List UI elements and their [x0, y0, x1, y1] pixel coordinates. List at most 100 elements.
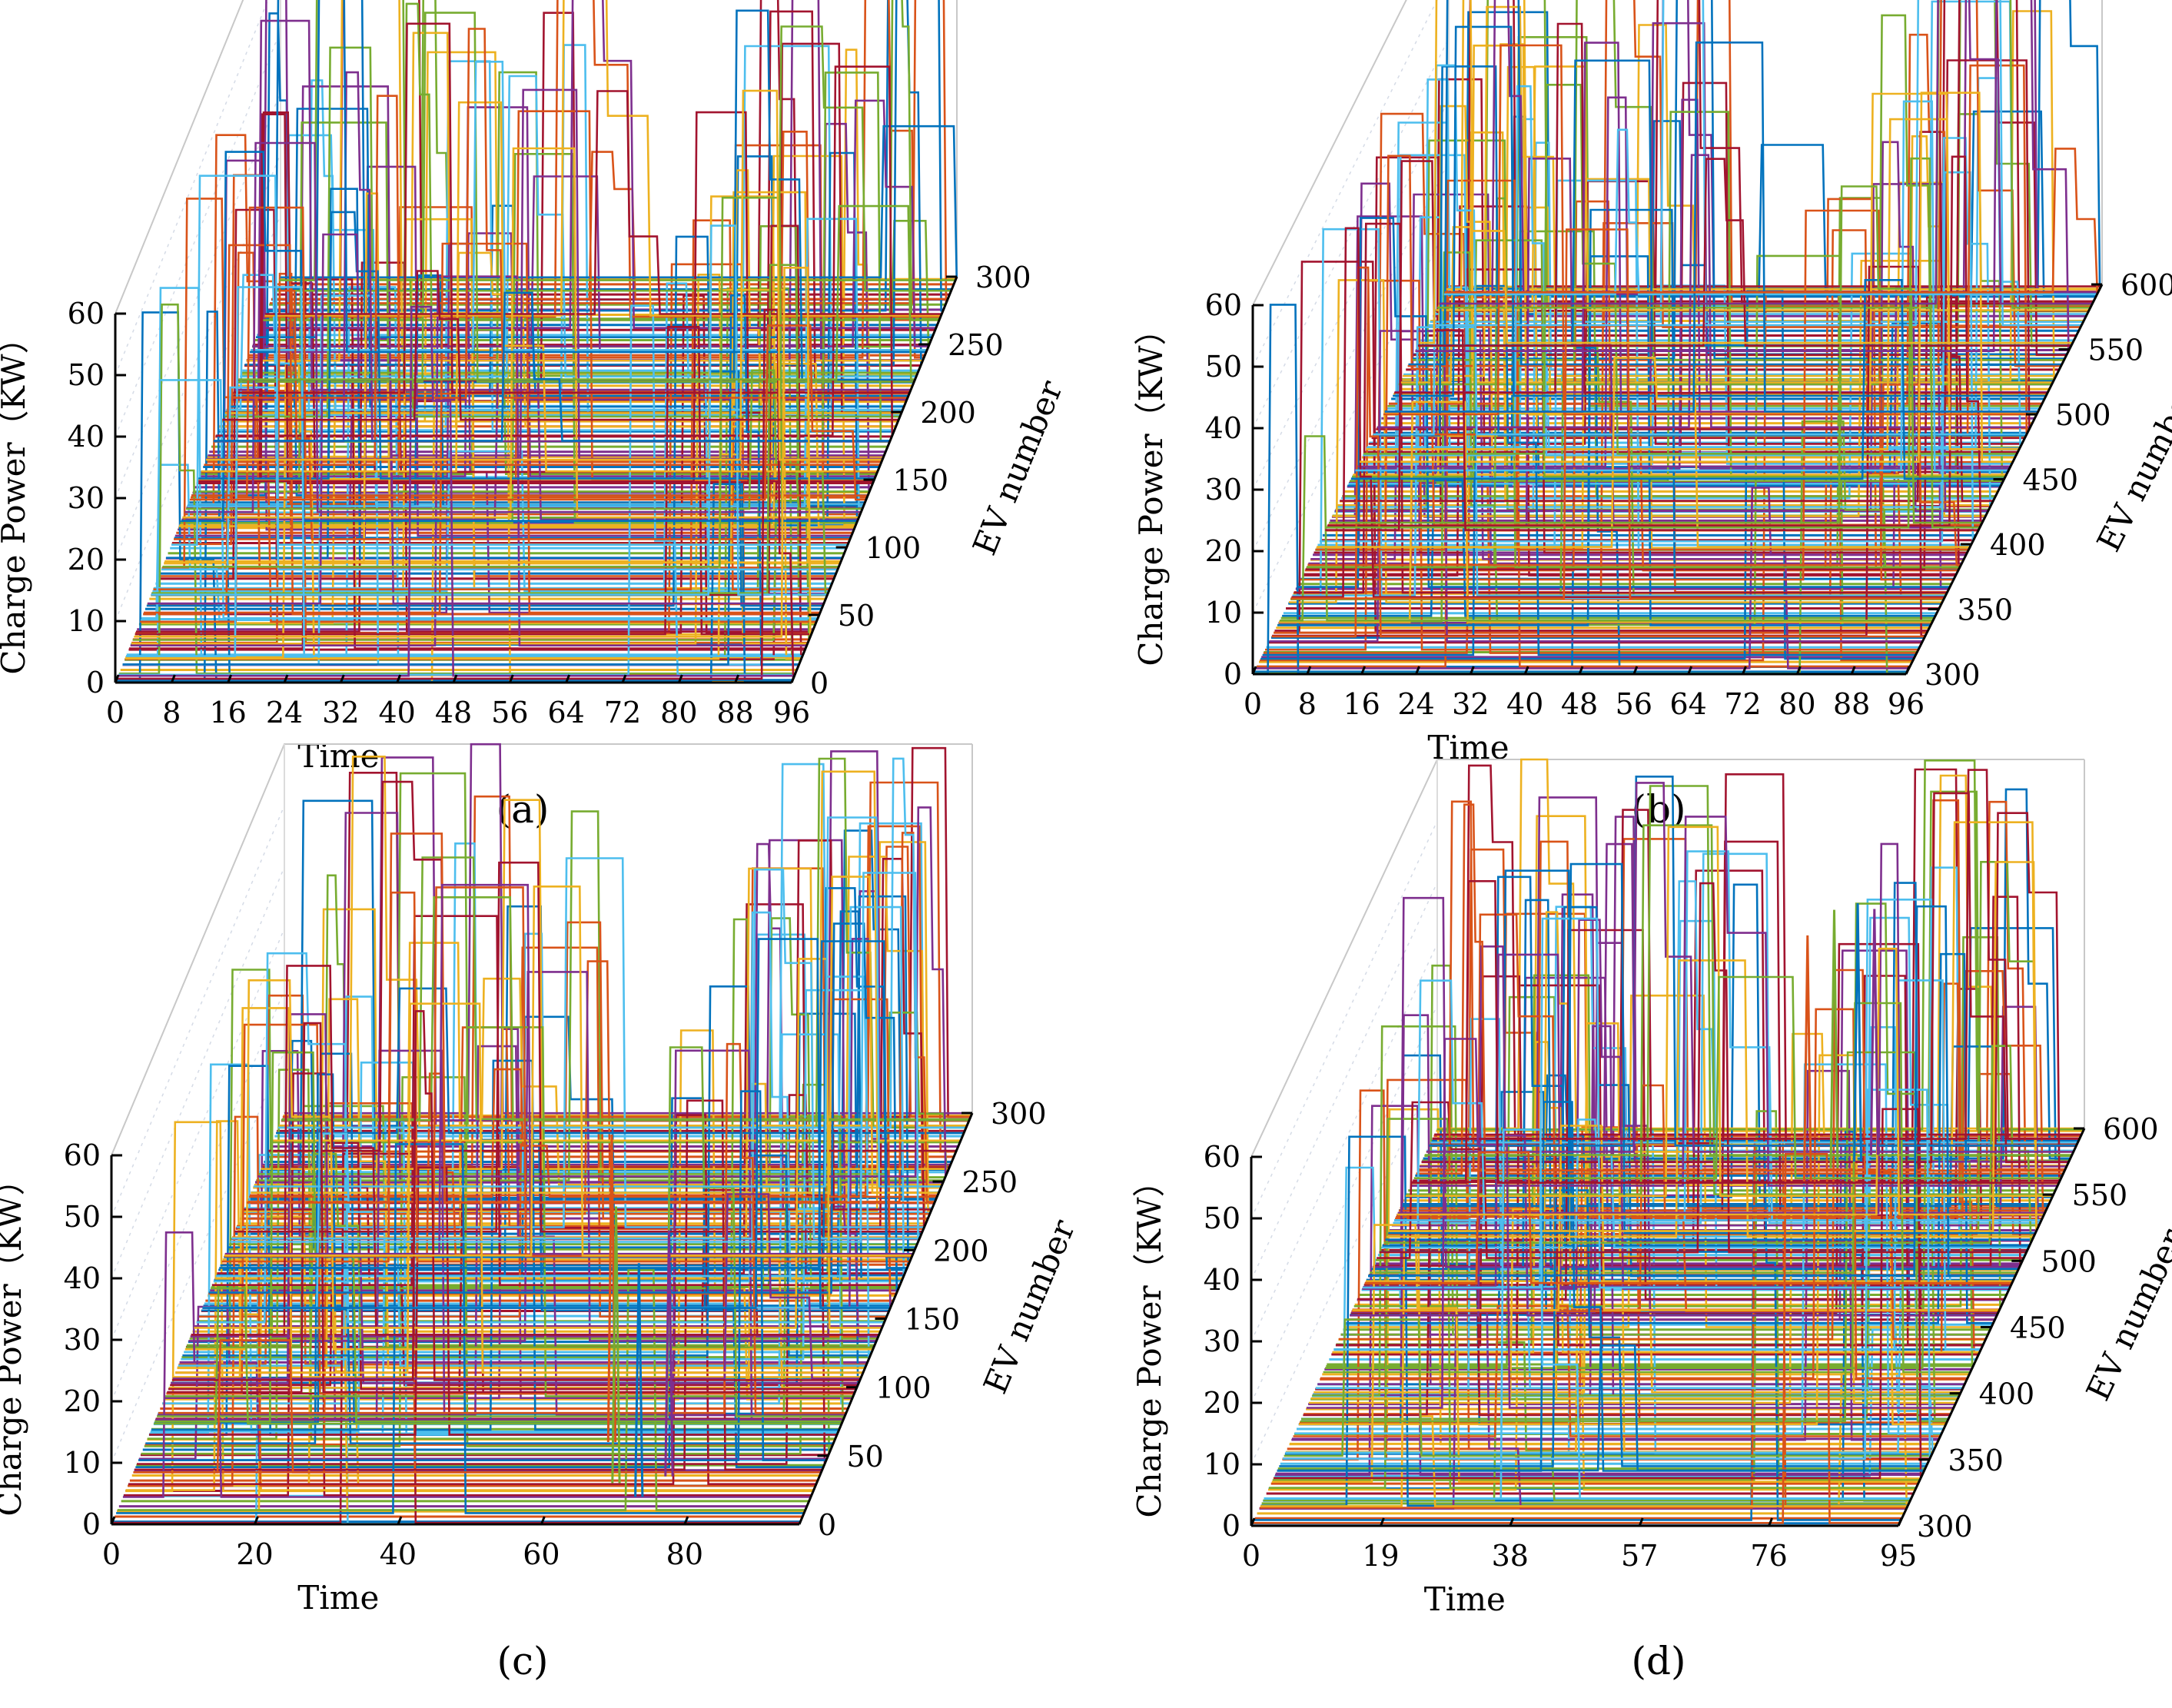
ev-charge-trace	[1424, 785, 2072, 1156]
ev-charge-trace	[250, 175, 927, 354]
y-tick-label: 60	[68, 297, 105, 331]
charge-traces	[115, 0, 958, 683]
x-tick-mark	[1687, 666, 1693, 675]
y-axis-title: Charge Power（KW）	[0, 321, 32, 674]
x-axis-title: Time	[1427, 729, 1509, 766]
ev-charge-trace	[230, 872, 919, 1243]
ev-charge-trace	[1445, 0, 2099, 294]
x-axis-title: Time	[297, 1579, 379, 1617]
ev-charge-trace	[1269, 330, 1923, 643]
ev-charge-trace	[236, 857, 925, 1228]
ev-charge-trace	[238, 204, 915, 380]
ev-charge-trace	[234, 19, 912, 391]
ev-charge-trace	[125, 288, 802, 660]
x-tick-mark	[790, 674, 796, 683]
ev-charge-trace	[237, 12, 915, 383]
x-tick-label: 8	[162, 696, 181, 729]
ev-charge-trace	[1417, 158, 2071, 347]
gridline-wall	[1252, 0, 1438, 367]
z-tick-label: 600	[2103, 1112, 2159, 1146]
ev-charge-trace	[1272, 265, 1926, 637]
x-tick-mark	[396, 674, 402, 683]
isolated-spike	[1829, 909, 1839, 1168]
ev-charge-trace	[1359, 91, 2013, 464]
ev-charge-trace	[1263, 1341, 1911, 1502]
z-tick-label: 500	[2055, 398, 2111, 432]
ev-charge-trace	[1366, 118, 2020, 450]
x-tick-mark	[1509, 1517, 1515, 1527]
gridline-wall	[111, 928, 285, 1341]
ev-charge-trace	[1256, 347, 1910, 668]
z-tick-label: 300	[1917, 1510, 1973, 1544]
ev-charge-trace	[1280, 435, 1934, 622]
x-tick-label: 96	[1888, 687, 1925, 721]
ev-charge-trace	[276, 987, 965, 1135]
ev-charge-trace	[1290, 228, 1945, 600]
z-tick-label: 250	[948, 328, 1004, 362]
ev-charge-trace	[1405, 826, 2053, 1198]
axes-box	[111, 743, 973, 1464]
x-tick-mark	[1578, 666, 1584, 675]
charge-traces	[111, 743, 972, 1525]
ev-charge-trace	[1410, 0, 2064, 361]
ev-charge-trace	[1397, 947, 2044, 1216]
x-tick-label: 57	[1621, 1539, 1658, 1573]
ev-charge-trace	[151, 264, 829, 594]
y-tick-label: 40	[1204, 1263, 1240, 1297]
y-tick-label: 0	[86, 666, 105, 699]
z-tick-label: 300	[975, 261, 1031, 294]
y-axis-title: Charge Power（KW）	[1131, 1165, 1168, 1517]
ev-charge-trace	[1290, 341, 1945, 600]
ev-charge-trace	[1437, 758, 2084, 1130]
x-tick-mark	[1469, 666, 1475, 675]
x-tick-label: 48	[435, 696, 472, 729]
z-tick-label: 300	[1925, 658, 1981, 692]
x-tick-mark	[734, 674, 740, 683]
ev-charge-trace	[278, 757, 966, 1129]
y-tick-label: 0	[1224, 657, 1242, 691]
z-tick-label: 500	[2041, 1244, 2097, 1278]
y-tick-label: 40	[64, 1261, 101, 1295]
ev-charge-trace	[259, 0, 936, 330]
ev-charge-trace	[264, 0, 941, 318]
y-tick-label: 40	[1205, 411, 1242, 445]
gridline-wall	[1250, 820, 1438, 1219]
ev-charge-trace	[171, 174, 848, 547]
ev-charge-trace	[218, 60, 895, 432]
charge-traces	[1252, 758, 2084, 1524]
x-tick-mark	[1360, 666, 1367, 675]
ev-charge-trace	[1432, 769, 2080, 1140]
ev-charge-trace	[1391, 1005, 2039, 1227]
ev-charge-trace	[155, 1049, 844, 1421]
x-tick-label: 32	[322, 696, 359, 729]
ev-charge-trace	[1326, 995, 1974, 1367]
ev-charge-trace	[1332, 982, 1980, 1354]
y-tick-label: 10	[1204, 1447, 1240, 1481]
ev-charge-trace	[281, 750, 969, 1121]
y-tick-label: 0	[1222, 1509, 1240, 1543]
ev-charge-trace	[172, 1193, 861, 1380]
ev-charge-trace	[171, 1010, 860, 1381]
z-tick-label: 550	[2072, 1178, 2128, 1212]
ev-charge-trace	[233, 22, 910, 394]
x-tick-label: 24	[266, 696, 303, 729]
ev-charge-trace	[1379, 882, 2027, 1254]
gridline-wall	[1252, 38, 1450, 429]
ev-charge-trace	[116, 1143, 805, 1514]
y-tick-label: 30	[1204, 1324, 1240, 1358]
y-tick-label: 60	[1205, 288, 1242, 322]
ev-charge-trace	[1274, 1328, 1923, 1477]
ev-charge-trace	[1313, 1022, 1961, 1394]
ev-charge-trace	[154, 1052, 842, 1424]
ev-charge-trace	[1439, 0, 2093, 305]
ev-charge-trace	[226, 79, 903, 411]
x-tick-label: 76	[1750, 1539, 1787, 1573]
ev-charge-trace	[1331, 984, 1979, 1356]
ev-charge-trace	[1352, 1125, 2000, 1311]
ev-charge-trace	[1259, 1310, 1907, 1510]
isolated-spike	[634, 1263, 644, 1497]
x-tick-label: 64	[547, 696, 584, 729]
